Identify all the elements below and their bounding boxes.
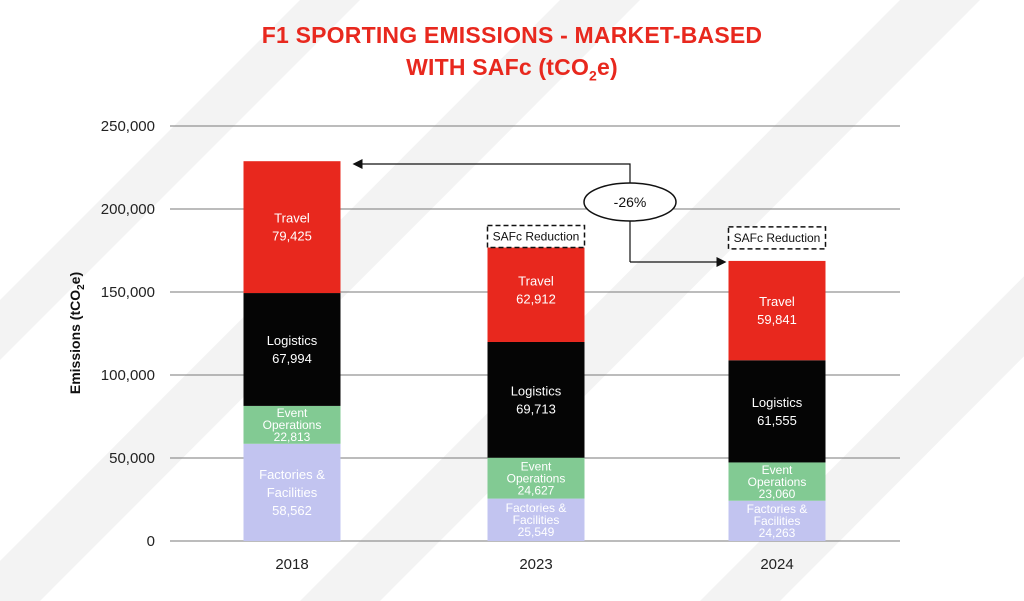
bar-segment-travel (728, 260, 826, 361)
bar-label-factories-facilities: 25,549 (518, 525, 555, 539)
change-ellipse (583, 182, 677, 222)
chart-title-line2: WITH SAFc (tCO2e) (0, 54, 1024, 84)
change-arrow-line (360, 163, 631, 262)
bar-label-event-operations: 24,627 (518, 483, 555, 497)
bar-label-event-operations: Event (521, 459, 552, 473)
safc-reduction-label: SAFc Reduction (734, 231, 821, 245)
safc-reduction-label: SAFc Reduction (493, 230, 580, 244)
bar-label-event-operations: Operations (263, 418, 322, 432)
bar-segment-travel (243, 161, 341, 294)
safc-reduction-box (486, 224, 586, 249)
y-tick-label: 0 (147, 533, 155, 550)
bar-segment-event-operations (243, 405, 341, 444)
bar-label-factories-facilities: Facilities (754, 514, 801, 528)
bar-segment-logistics (728, 360, 826, 463)
bar-segment-factories-facilities (487, 498, 585, 541)
bar-segment-logistics (243, 293, 341, 406)
bar-label-event-operations: Operations (507, 471, 566, 485)
bar-label-factories-facilities: Facilities (513, 513, 560, 527)
bar-label-travel: 79,425 (272, 229, 312, 244)
bar-segment-event-operations (487, 457, 585, 499)
y-tick-label: 100,000 (101, 367, 155, 384)
bar-label-event-operations: Operations (748, 475, 807, 489)
change-arrow-head-left (352, 159, 363, 169)
bar-label-factories-facilities: Factories & (747, 502, 808, 516)
y-tick-label: 150,000 (101, 284, 155, 301)
bar-label-factories-facilities: 58,562 (272, 503, 312, 518)
bar-label-event-operations: Event (277, 406, 308, 420)
chart-title-line2-prefix: WITH SAFc (tCO (406, 54, 590, 80)
bar-label-logistics: 61,555 (757, 413, 797, 428)
bar-label-logistics: 69,713 (516, 401, 556, 416)
x-tick-label: 2023 (519, 556, 552, 573)
x-tick-label: 2024 (760, 556, 793, 573)
y-tick-label: 200,000 (101, 201, 155, 218)
bar-label-logistics: Logistics (511, 383, 562, 398)
y-axis-label-prefix: Emissions (tCO (67, 290, 83, 394)
y-axis-label-suffix: e) (67, 272, 83, 284)
bar-label-logistics: 67,994 (272, 351, 312, 366)
bar-label-travel: 59,841 (757, 312, 797, 327)
bar-label-logistics: Logistics (752, 395, 803, 410)
chart-title-line1: F1 SPORTING EMISSIONS - MARKET-BASED (261, 22, 763, 48)
bar-label-logistics: Logistics (267, 333, 318, 348)
bar-label-factories-facilities: Facilities (267, 485, 318, 500)
bar-label-travel: Travel (518, 273, 554, 288)
bar-label-factories-facilities: Factories & (506, 501, 567, 515)
bar-label-travel: Travel (274, 211, 310, 226)
chart-title-line2-suffix: e) (597, 54, 618, 80)
bar-segment-factories-facilities (243, 443, 341, 541)
bar-segment-logistics (487, 341, 585, 458)
bar-label-event-operations: Event (762, 463, 793, 477)
y-tick-label: 50,000 (109, 450, 155, 467)
y-axis-label: Emissions (tCO2e) (67, 272, 87, 394)
bar-label-travel: 62,912 (516, 291, 556, 306)
safc-reduction-box (727, 226, 827, 250)
chart-title-line2-subscript: 2 (589, 67, 598, 84)
change-arrow-head-right (716, 257, 727, 267)
bar-segment-event-operations (728, 462, 826, 501)
y-tick-label: 250,000 (101, 118, 155, 135)
bar-label-event-operations: 23,060 (759, 487, 796, 501)
bar-label-event-operations: 22,813 (274, 430, 311, 444)
bar-label-factories-facilities: 24,263 (759, 526, 796, 540)
bar-label-factories-facilities: Factories & (259, 467, 325, 482)
bar-segment-factories-facilities (728, 500, 826, 541)
bar-segment-travel (487, 237, 585, 342)
x-tick-label: 2018 (275, 556, 308, 573)
y-axis-label-subscript: 2 (76, 284, 87, 290)
change-label: -26% (614, 194, 647, 210)
bar-label-travel: Travel (759, 294, 795, 309)
